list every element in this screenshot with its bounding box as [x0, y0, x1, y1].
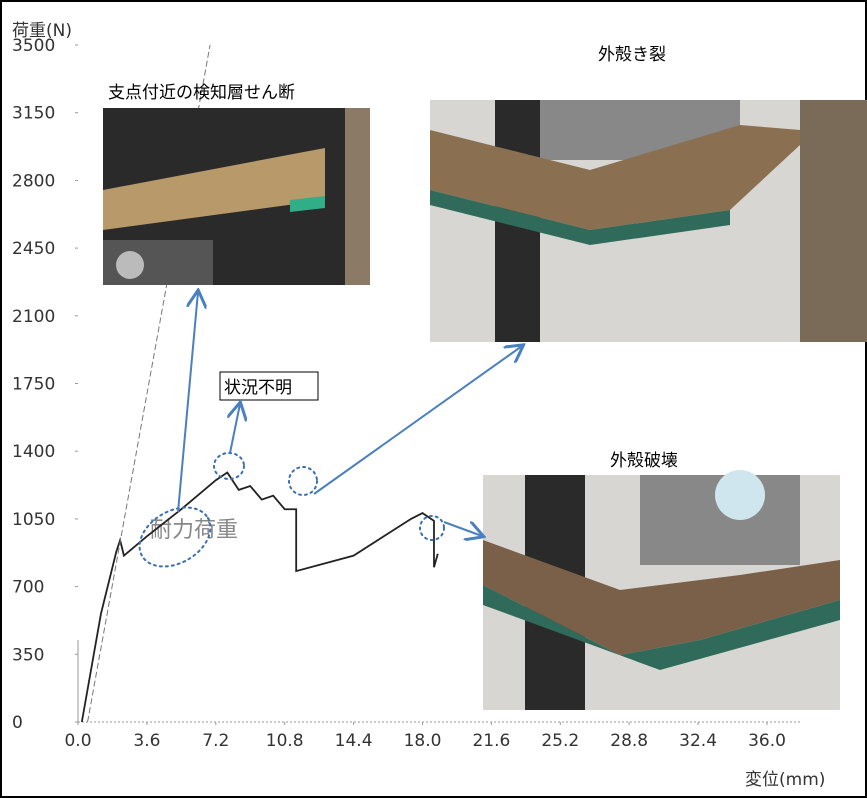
y-tick-label: 2450 [12, 239, 55, 259]
highlight [419, 515, 445, 541]
x-tick-label: 18.0 [404, 731, 442, 751]
y-tick-label: 0 [12, 713, 23, 733]
photo [103, 108, 370, 285]
x-tick-label: 10.8 [266, 731, 304, 751]
x-axis-label: 変位(mm) [745, 770, 825, 790]
highlight [213, 452, 245, 480]
x-tick-label: 7.2 [202, 731, 229, 751]
arrow [443, 521, 482, 536]
x-tick-label: 36.0 [748, 731, 786, 751]
x-tick-label: 28.8 [610, 731, 648, 751]
annotation: 耐力荷重 [150, 518, 238, 543]
y-axis-label: 荷重(N) [12, 21, 72, 41]
x-tick-label: 0.0 [64, 731, 91, 751]
arrow [313, 346, 522, 495]
y-tick-label: 2100 [12, 307, 55, 327]
photo [430, 100, 867, 342]
annotation-box [219, 371, 319, 401]
arrow [230, 404, 240, 454]
y-tick-label: 1400 [12, 442, 55, 462]
caption: 外殻破壊 [610, 451, 678, 471]
photo [483, 470, 840, 710]
x-tick-label: 21.6 [472, 731, 510, 751]
line [80, 471, 439, 723]
y-tick-label: 3500 [12, 36, 55, 56]
x-tick-label: 3.6 [133, 731, 160, 751]
y-tick-label: 350 [12, 645, 44, 665]
y-tick-label: 1750 [12, 375, 55, 395]
y-tick-label: 1050 [12, 510, 55, 530]
highlight [138, 506, 212, 568]
caption: 支点付近の検知層せん断 [108, 83, 295, 103]
caption: 外殻き裂 [598, 45, 666, 65]
x-tick-label: 14.4 [335, 731, 373, 751]
highlight [288, 466, 318, 496]
annotation: 状況不明 [224, 378, 292, 398]
line [87, 44, 211, 723]
x-tick-label: 32.4 [679, 731, 717, 751]
y-tick-label: 700 [12, 578, 44, 598]
x-tick-label: 25.2 [541, 731, 579, 751]
y-tick-label: 3150 [12, 104, 55, 124]
arrow [177, 292, 198, 513]
y-tick-label: 2800 [12, 171, 55, 191]
